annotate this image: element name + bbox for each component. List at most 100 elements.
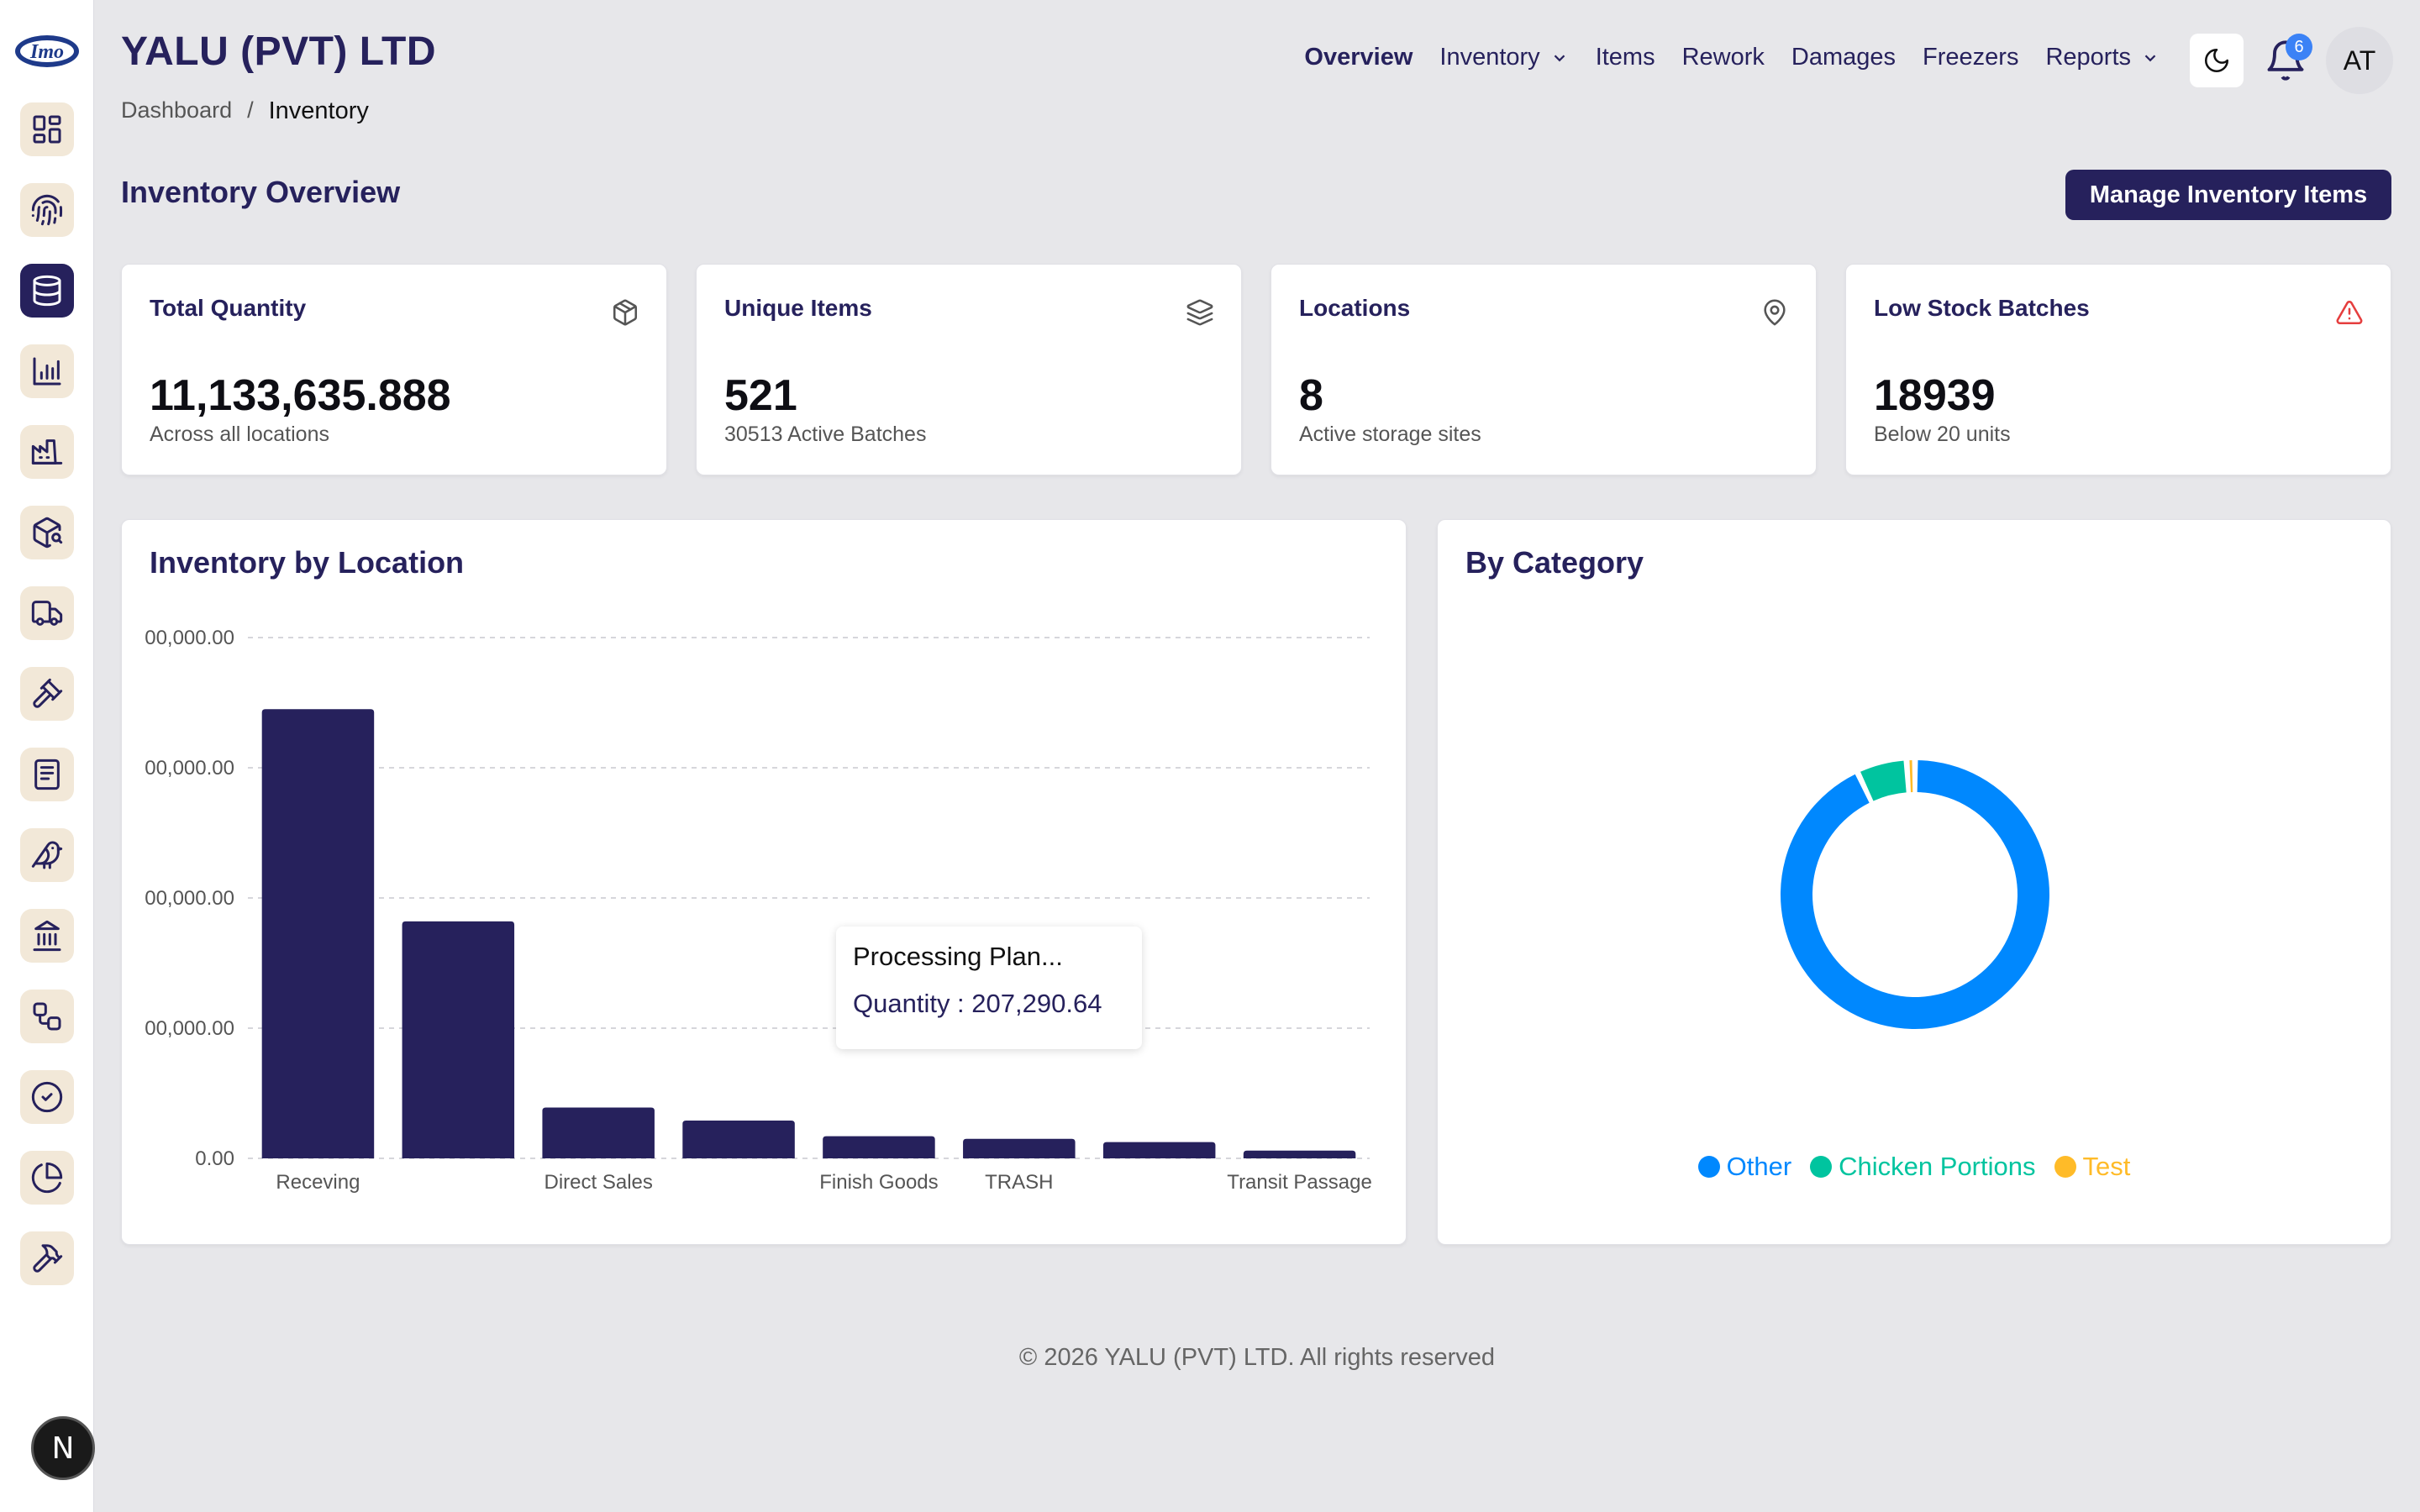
manage-inventory-button[interactable]: Manage Inventory Items: [2065, 170, 2391, 220]
nav-overview[interactable]: Overview: [1304, 44, 1413, 71]
y-tick-label: 00,000.00: [145, 757, 234, 780]
legend-item[interactable]: Other: [1697, 1152, 1792, 1182]
sidebar-item-poultry[interactable]: [20, 828, 74, 882]
stat-label: Low Stock Batches: [1874, 295, 2090, 321]
sidebar-item-dashboard[interactable]: [20, 102, 74, 156]
breadcrumb-current: Inventory: [268, 97, 369, 124]
chart-title: By Category: [1465, 545, 1644, 580]
database-icon: [33, 275, 61, 307]
stat-subtext: Active storage sites: [1299, 423, 1481, 446]
chevron-down-icon: [2144, 54, 2156, 61]
legend-item[interactable]: Test: [2054, 1152, 2131, 1182]
layers-icon: [1186, 298, 1214, 327]
bank-icon: [33, 920, 61, 952]
gavel-icon: [33, 678, 63, 708]
nav-inventory[interactable]: Inventory: [1439, 44, 1568, 71]
company-logo[interactable]: Imo: [13, 30, 81, 72]
fingerprint-icon: [31, 194, 63, 226]
page-title: Inventory Overview: [121, 175, 401, 209]
truck-icon: [31, 601, 63, 626]
legend-dot: [2054, 1156, 2076, 1178]
sidebar-item-reports[interactable]: [20, 344, 74, 398]
check-circle-icon: [31, 1081, 63, 1113]
y-tick-label: 0.00: [195, 1147, 234, 1170]
bar-chart-icon: [33, 357, 61, 386]
x-tick-label: Finish Goods: [819, 1171, 938, 1194]
bar[interactable]: [402, 921, 515, 1158]
chart-title: Inventory by Location: [150, 545, 465, 580]
sidebar-item-finance[interactable]: [20, 909, 74, 963]
x-tick-label: Transit Passage: [1227, 1171, 1372, 1194]
stat-label: Unique Items: [724, 295, 872, 321]
bar[interactable]: [823, 1136, 935, 1158]
tools-icon: [33, 1244, 63, 1273]
donut-slice[interactable]: [1909, 760, 1913, 793]
breadcrumb-dashboard[interactable]: Dashboard: [121, 97, 233, 123]
footer-copyright: © 2026 YALU (PVT) LTD. All rights reserv…: [1018, 1344, 1496, 1371]
tooltip-title: Processing Plan...: [853, 942, 1063, 971]
sidebar-item-fingerprint[interactable]: [20, 183, 74, 237]
donut-slice[interactable]: [1781, 760, 2049, 1029]
top-nav: Overview Inventory Items Rework Damages …: [1304, 44, 2160, 71]
stat-card-total-quantity: Total Quantity 11,133,635.888 Across all…: [121, 264, 667, 475]
sidebar-item-approvals[interactable]: [20, 1070, 74, 1124]
nav-reports[interactable]: Reports: [2045, 44, 2160, 71]
donut-slice[interactable]: [1860, 760, 1907, 801]
sidebar: Imo N: [0, 0, 95, 1512]
alert-triangle-icon: [2335, 298, 2364, 327]
sidebar-item-package-search[interactable]: [20, 506, 74, 559]
notebook-icon: [34, 759, 60, 790]
factory-icon: [31, 439, 63, 465]
stat-value: 8: [1299, 371, 1323, 420]
nav-rework[interactable]: Rework: [1681, 44, 1765, 71]
bar[interactable]: [682, 1121, 795, 1158]
sidebar-item-tools[interactable]: [20, 1231, 74, 1285]
moon-icon: [2204, 48, 2229, 73]
bar[interactable]: [1102, 1142, 1216, 1158]
stat-subtext: Across all locations: [150, 423, 329, 446]
stat-subtext: Below 20 units: [1874, 423, 2011, 446]
by-category-card: By Category Other Chicken Portions Test: [1437, 519, 2391, 1245]
tooltip-value: Quantity : 207,290.64: [853, 989, 1102, 1018]
x-tick-label: Receving: [276, 1171, 360, 1194]
sidebar-item-workflow[interactable]: [20, 990, 74, 1043]
y-tick-label: 00,000.00: [145, 627, 234, 649]
bar[interactable]: [542, 1107, 655, 1158]
inventory-by-location-card: Inventory by Location 0.00 00,000.00 00,00…: [121, 519, 1407, 1245]
stat-card-locations: Locations 8 Active storage sites: [1270, 264, 1817, 475]
bar[interactable]: [261, 709, 375, 1158]
sidebar-item-inventory[interactable]: [20, 264, 74, 318]
theme-toggle-button[interactable]: [2190, 34, 2244, 87]
nav-items[interactable]: Items: [1595, 44, 1655, 71]
breadcrumb-separator: /: [247, 97, 254, 123]
sidebar-item-factory[interactable]: [20, 425, 74, 479]
legend-dot: [1810, 1156, 1833, 1178]
stat-value: 11,133,635.888: [150, 371, 451, 420]
sidebar-item-auction[interactable]: [20, 667, 74, 721]
nav-damages[interactable]: Damages: [1791, 44, 1897, 71]
stat-value: 18939: [1874, 371, 1996, 420]
stat-card-low-stock: Low Stock Batches 18939 Below 20 units: [1845, 264, 2391, 475]
sidebar-item-ledger[interactable]: [20, 748, 74, 801]
pie-chart-icon: [31, 1162, 63, 1194]
next-dev-badge[interactable]: N: [31, 1416, 95, 1480]
category-donut-chart: [1781, 760, 2049, 1029]
sidebar-item-analytics[interactable]: [20, 1151, 74, 1205]
notification-badge: 6: [2286, 34, 2312, 60]
legend-label: Other: [1726, 1152, 1792, 1181]
user-avatar[interactable]: AT: [2326, 27, 2393, 94]
bar[interactable]: [1243, 1150, 1356, 1158]
legend-item[interactable]: Chicken Portions: [1810, 1152, 2036, 1182]
bar[interactable]: [963, 1138, 1076, 1158]
sidebar-item-delivery[interactable]: [20, 586, 74, 640]
dashboard-icon: [33, 115, 61, 144]
nav-freezers[interactable]: Freezers: [1923, 44, 2019, 71]
y-tick-label: 00,000.00: [145, 1017, 234, 1040]
inventory-bar-chart: 0.00 00,000.00 00,000.00 00,000.00 00,000.00…: [145, 627, 1372, 1194]
legend-label: Test: [2082, 1152, 2131, 1181]
box-icon: [611, 298, 639, 327]
x-tick-label: TRASH: [985, 1171, 1053, 1194]
svg-text:Imo: Imo: [29, 41, 64, 63]
chart-tooltip: Processing Plan... Quantity : 207,290.64: [836, 927, 1142, 1049]
bird-icon: [31, 841, 63, 869]
